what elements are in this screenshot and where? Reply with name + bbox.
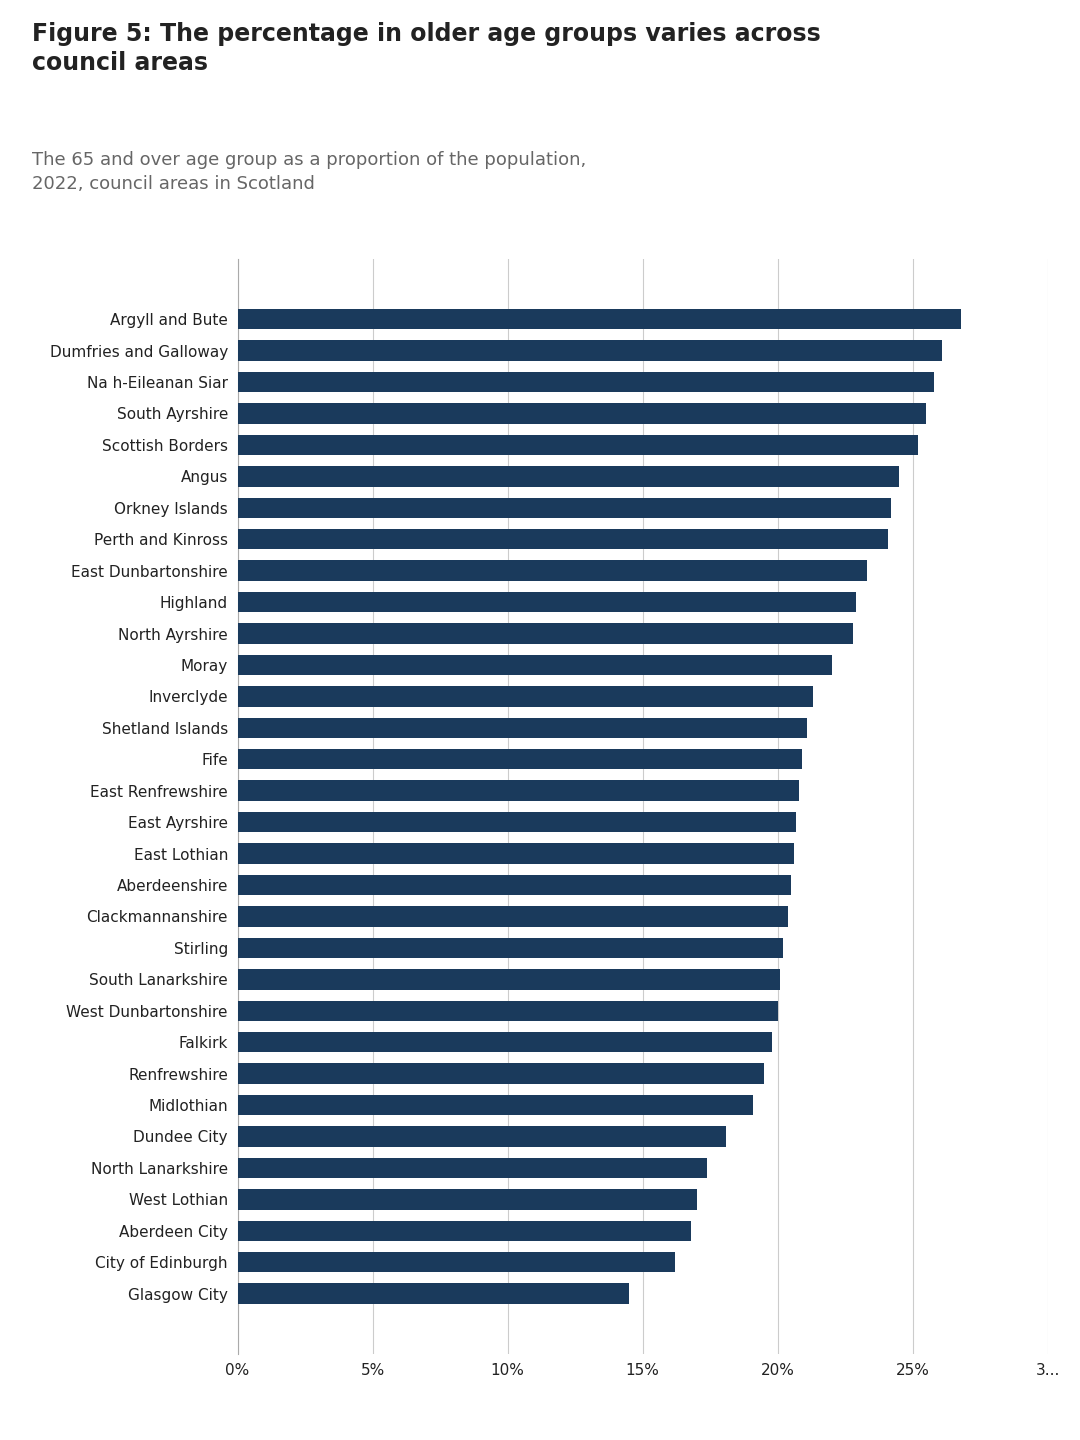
Bar (238, 1158, 707, 1178)
Bar (238, 1283, 629, 1303)
Bar (238, 1001, 778, 1021)
Bar (238, 467, 899, 487)
Bar (238, 340, 942, 361)
Bar (238, 372, 934, 392)
Bar (238, 969, 780, 989)
Bar (238, 624, 853, 644)
Bar (238, 874, 791, 896)
Bar (238, 1221, 691, 1241)
Bar (238, 435, 918, 455)
Text: The 65 and over age group as a proportion of the population,
2022, council areas: The 65 and over age group as a proportio… (32, 151, 586, 193)
Bar (238, 906, 788, 926)
Bar (238, 403, 926, 423)
Bar (238, 528, 888, 550)
Bar (238, 1063, 764, 1084)
Bar (238, 687, 812, 707)
Bar (238, 1032, 772, 1053)
Bar (238, 812, 796, 832)
Bar (238, 1126, 726, 1146)
Bar (238, 592, 855, 612)
Bar (238, 1094, 754, 1115)
Bar (238, 310, 961, 330)
Bar (238, 655, 832, 675)
Bar (238, 1251, 675, 1273)
Bar (238, 937, 783, 958)
Bar (238, 560, 866, 580)
Bar (238, 780, 799, 801)
Bar (238, 498, 891, 518)
Text: Figure 5: The percentage in older age groups varies across
council areas: Figure 5: The percentage in older age gr… (32, 22, 821, 75)
Bar (238, 717, 807, 739)
Bar (238, 749, 801, 769)
Bar (238, 1189, 697, 1210)
Bar (238, 844, 794, 864)
